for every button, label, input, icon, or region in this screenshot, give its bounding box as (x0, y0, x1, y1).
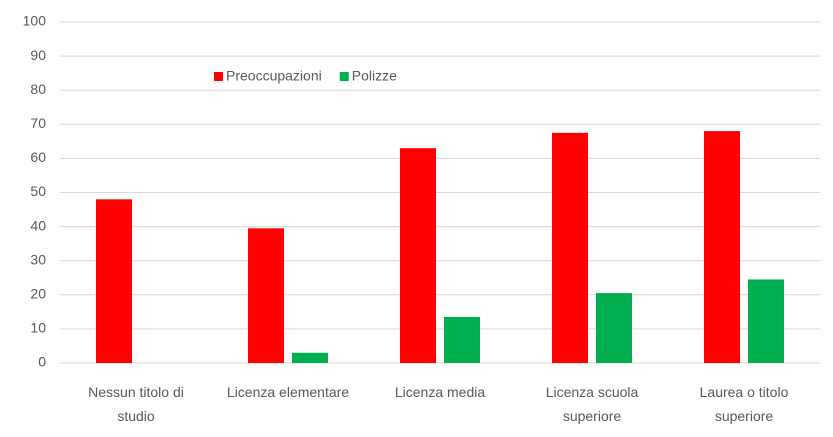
x-tick-label-line: Licenza scuola (546, 384, 639, 400)
x-tick-label-line: Nessun titolo di (88, 384, 184, 400)
x-tick-label: Licenza elementare (227, 384, 349, 400)
bar (248, 228, 284, 363)
bar (552, 132, 588, 363)
y-tick-label: 50 (30, 183, 46, 199)
y-tick-label: 20 (30, 286, 46, 302)
y-tick-label: 60 (30, 149, 46, 165)
x-tick-label-line: superiore (563, 408, 622, 424)
bar (444, 316, 480, 363)
y-tick-label: 0 (38, 354, 46, 370)
y-tick-label: 80 (30, 81, 46, 97)
legend-swatch (339, 72, 349, 81)
bar (704, 131, 740, 363)
x-tick-label-line: superiore (715, 408, 774, 424)
x-tick-label-line: Licenza media (395, 384, 485, 400)
legend-swatch (214, 72, 223, 81)
legend-label: Polizze (352, 68, 397, 84)
y-tick-label: 10 (30, 320, 46, 336)
y-tick-label: 90 (30, 47, 46, 63)
legend-label: Preoccupazioni (226, 68, 322, 84)
bar (96, 199, 132, 363)
x-tick-label: Nessun titolo di studio (88, 384, 184, 424)
bar (400, 148, 436, 363)
x-tick-label: Licenza media (395, 384, 485, 400)
bar (748, 279, 784, 363)
x-tick-label: Laurea o titolo superiore (700, 384, 789, 424)
y-tick-label: 70 (30, 115, 46, 131)
y-tick-label: 100 (23, 13, 47, 29)
x-tick-label-line: Laurea o titolo (700, 384, 789, 400)
y-tick-label: 30 (30, 251, 46, 267)
bar (596, 293, 632, 363)
x-tick-label: Licenza scuola superiore (546, 384, 639, 424)
x-tick-label-line: Licenza elementare (227, 384, 349, 400)
x-tick-label-line: studio (117, 408, 155, 424)
bar (292, 352, 328, 363)
y-tick-label: 40 (30, 217, 46, 233)
